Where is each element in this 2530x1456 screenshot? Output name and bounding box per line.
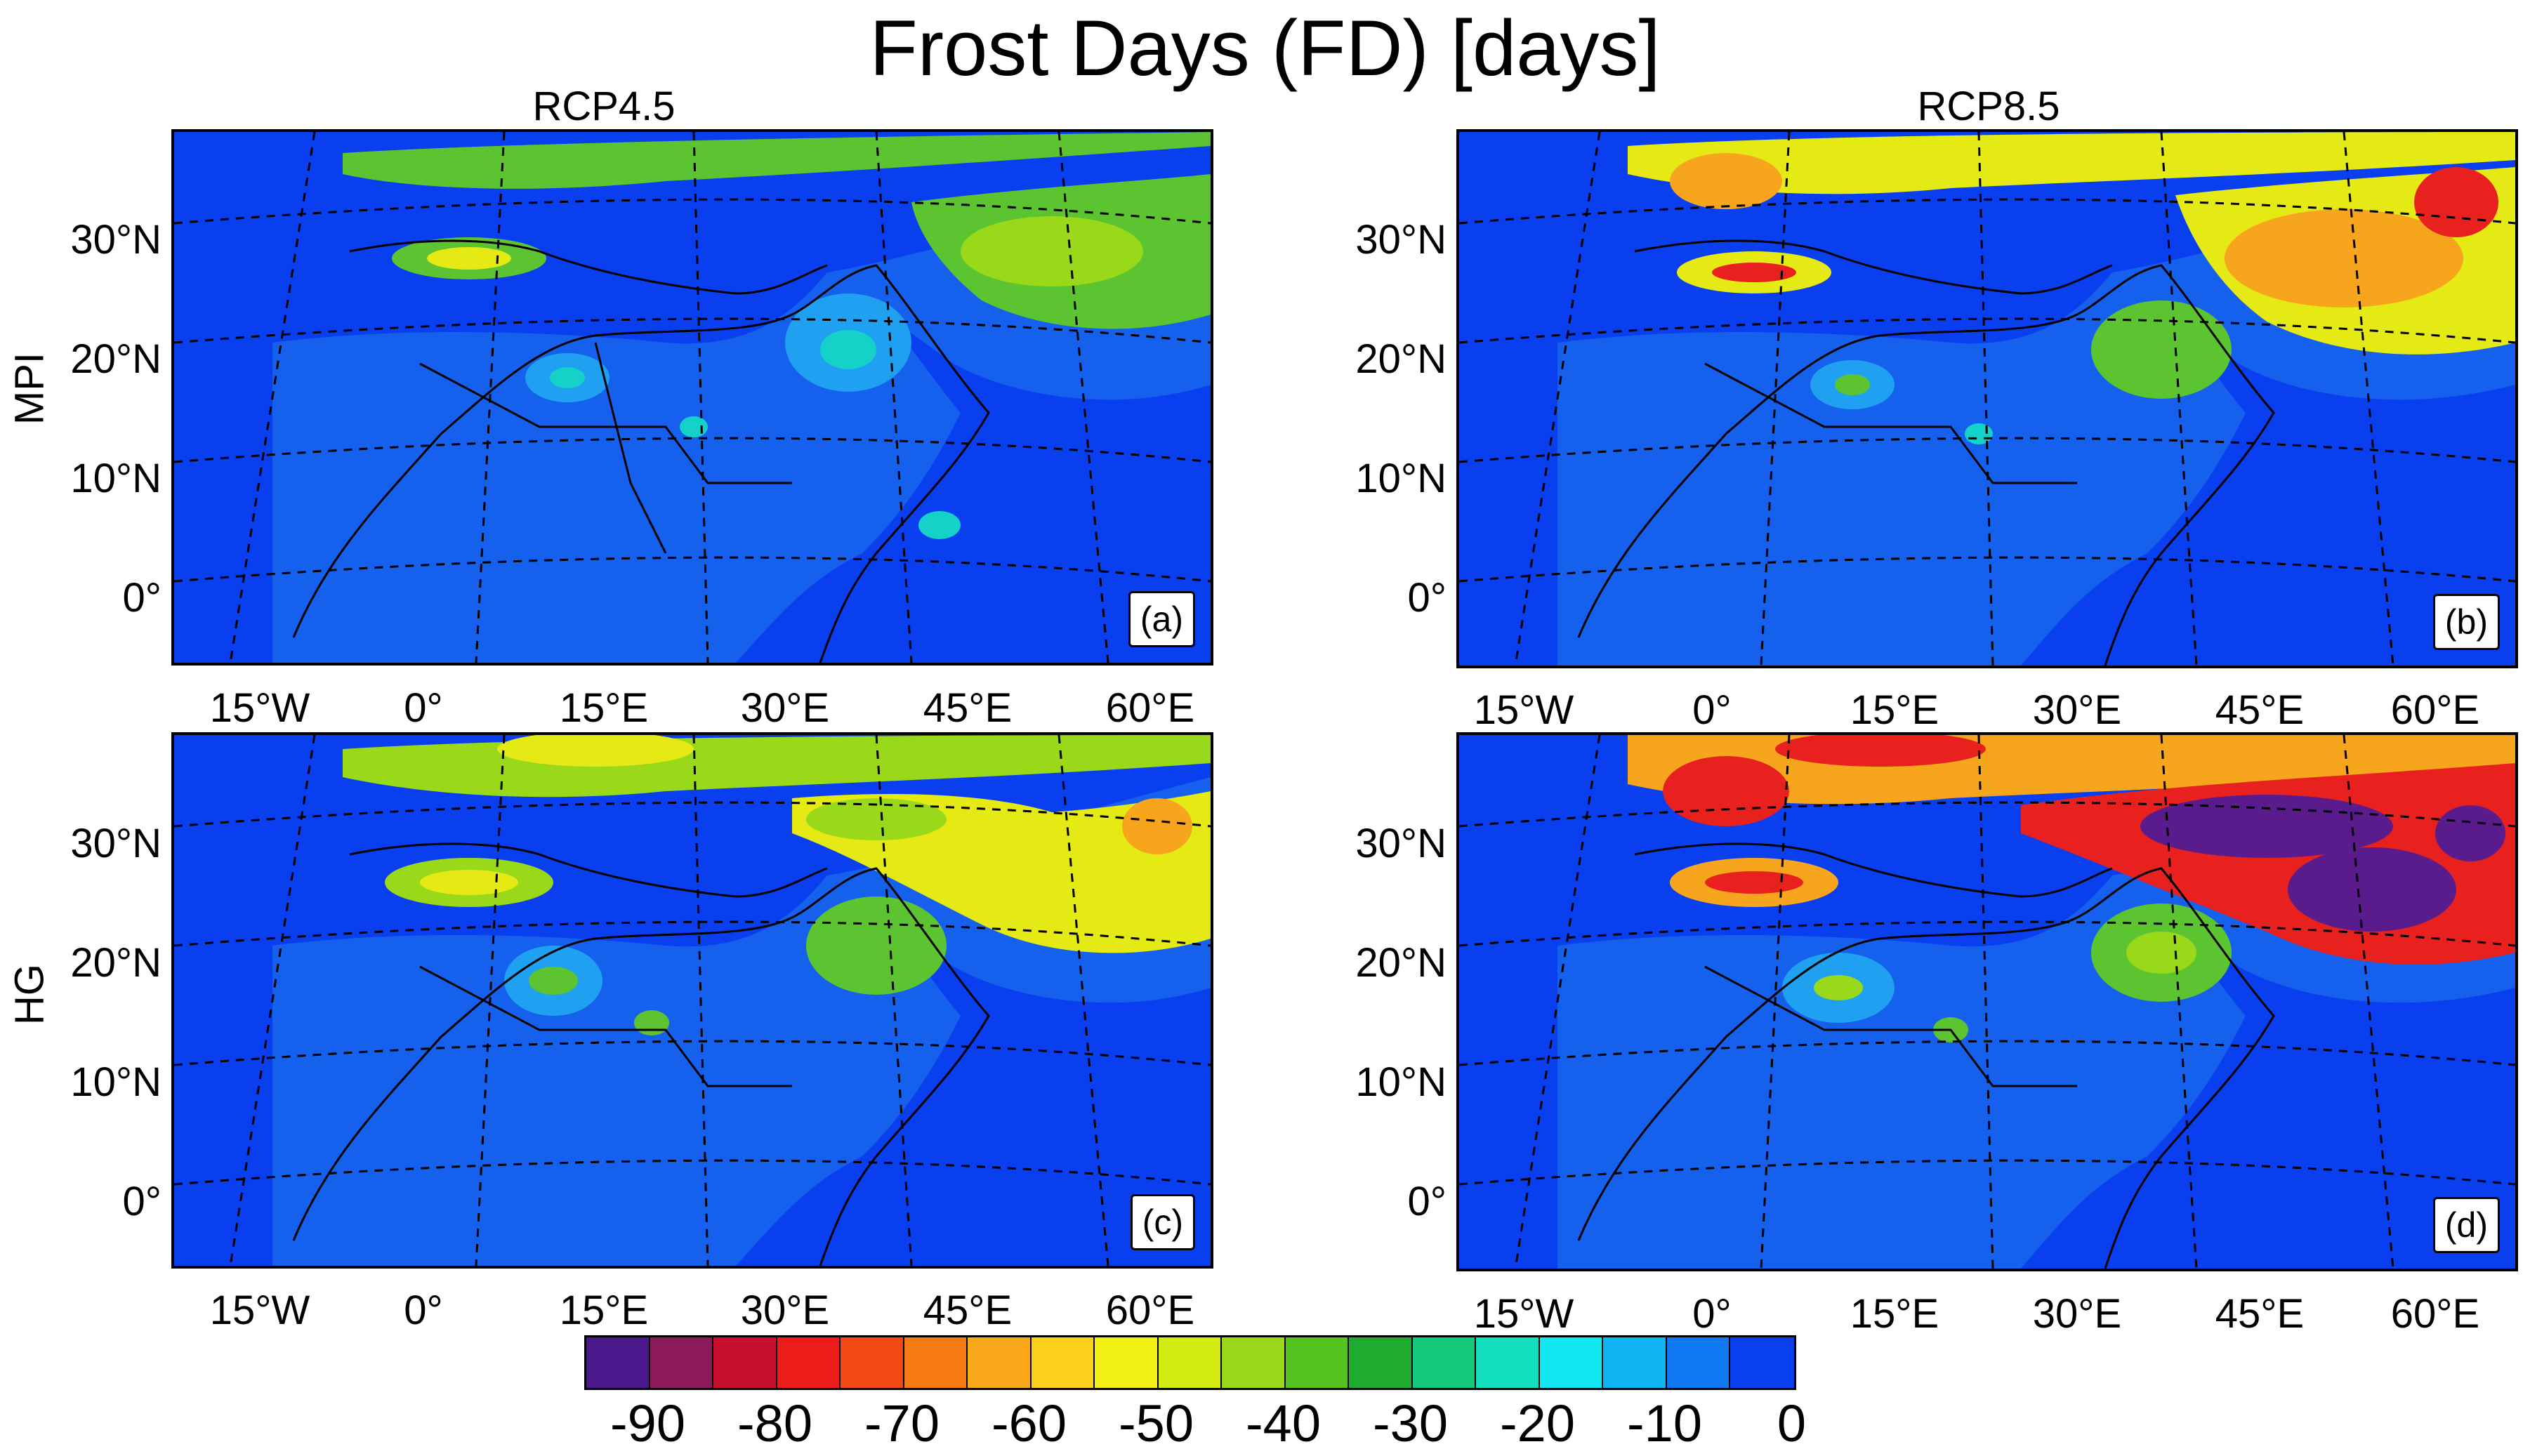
- lon-label-b-15e: 15°E: [1850, 687, 1939, 733]
- map-b-graphic: [1459, 132, 2515, 666]
- colorbar-swatch: [1412, 1337, 1476, 1388]
- colorbar-label: 0: [1777, 1394, 1807, 1452]
- lon-label-d-15w: 15°W: [1473, 1291, 1574, 1337]
- colorbar-label: -40: [1246, 1394, 1321, 1452]
- lat-label-b-10n: 10°N: [1355, 456, 1447, 501]
- colorbar-label: -90: [610, 1394, 685, 1452]
- colorbar-label: -70: [864, 1394, 940, 1452]
- colorbar-swatch: [1222, 1337, 1286, 1388]
- colorbar-swatch: [1285, 1337, 1349, 1388]
- lat-label-d-20n: 20°N: [1355, 940, 1447, 986]
- lat-label-c-0: 0°: [122, 1179, 162, 1224]
- lon-label-b-30e: 30°E: [2032, 687, 2122, 733]
- lon-label-b-60e: 60°E: [2390, 687, 2480, 733]
- colorbar-label: -60: [991, 1394, 1067, 1452]
- lat-label-b-0: 0°: [1407, 575, 1447, 621]
- column-title-rcp45: RCP4.5: [532, 84, 676, 129]
- lon-label-b-0: 0°: [1692, 687, 1732, 733]
- colorbar-label: -80: [737, 1394, 812, 1452]
- colorbar-label: -10: [1627, 1394, 1702, 1452]
- lon-label-a-45e: 45°E: [923, 685, 1013, 731]
- lat-label-b-30n: 30°N: [1355, 217, 1447, 263]
- map-panel-a: (a): [171, 129, 1213, 666]
- lon-label-c-15e: 15°E: [559, 1288, 649, 1333]
- lon-label-b-45e: 45°E: [2215, 687, 2305, 733]
- lon-label-a-15e: 15°E: [559, 685, 649, 731]
- panel-label-a: (a): [1128, 591, 1195, 647]
- lon-label-d-0: 0°: [1692, 1291, 1732, 1337]
- colorbar-swatch: [904, 1337, 968, 1388]
- colorbar-swatch: [968, 1337, 1032, 1388]
- lon-label-c-15w: 15°W: [209, 1288, 310, 1333]
- colorbar-label: -50: [1119, 1394, 1194, 1452]
- panel-label-c: (c): [1130, 1194, 1195, 1250]
- colorbar-swatch: [650, 1337, 713, 1388]
- colorbar-swatch: [1095, 1337, 1159, 1388]
- lat-label-d-0: 0°: [1407, 1179, 1447, 1224]
- lat-label-d-10n: 10°N: [1355, 1059, 1447, 1105]
- map-d-graphic: [1459, 735, 2515, 1269]
- colorbar-swatch: [1666, 1337, 1730, 1388]
- colorbar-swatch: [1158, 1337, 1222, 1388]
- lon-label-a-15w: 15°W: [209, 685, 310, 731]
- lon-label-a-30e: 30°E: [740, 685, 830, 731]
- lon-label-c-30e: 30°E: [740, 1288, 830, 1333]
- colorbar-swatch: [1539, 1337, 1603, 1388]
- colorbar-swatch: [1476, 1337, 1540, 1388]
- lon-label-c-45e: 45°E: [923, 1288, 1013, 1333]
- colorbar-swatch: [1349, 1337, 1413, 1388]
- lat-label-c-30n: 30°N: [70, 821, 162, 866]
- colorbar-swatch: [586, 1337, 650, 1388]
- lat-label-a-10n: 10°N: [70, 456, 162, 501]
- lat-label-c-10n: 10°N: [70, 1059, 162, 1105]
- panel-label-d: (d): [2432, 1197, 2500, 1253]
- lon-label-d-60e: 60°E: [2390, 1291, 2480, 1337]
- panel-label-b: (b): [2432, 594, 2500, 650]
- colorbar-swatch: [713, 1337, 777, 1388]
- lat-label-a-30n: 30°N: [70, 217, 162, 263]
- colorbar-swatch: [841, 1337, 904, 1388]
- lon-label-d-45e: 45°E: [2215, 1291, 2305, 1337]
- map-a-graphic: [174, 132, 1211, 663]
- lon-label-d-15e: 15°E: [1850, 1291, 1939, 1337]
- column-title-rcp85: RCP8.5: [1917, 84, 2060, 129]
- lon-label-a-60e: 60°E: [1105, 685, 1195, 731]
- lon-label-c-0: 0°: [404, 1288, 443, 1333]
- colorbar: [584, 1335, 1796, 1390]
- lon-label-b-15w: 15°W: [1473, 687, 1574, 733]
- lon-label-a-0: 0°: [404, 685, 443, 731]
- lat-label-a-0: 0°: [122, 575, 162, 621]
- lon-label-d-30e: 30°E: [2032, 1291, 2122, 1337]
- lat-label-a-20n: 20°N: [70, 336, 162, 382]
- colorbar-label: -20: [1500, 1394, 1575, 1452]
- map-panel-c: (c): [171, 732, 1213, 1269]
- colorbar-swatch: [777, 1337, 841, 1388]
- lat-label-d-30n: 30°N: [1355, 821, 1447, 866]
- lat-label-b-20n: 20°N: [1355, 336, 1447, 382]
- colorbar-swatch: [1603, 1337, 1667, 1388]
- colorbar-swatch: [1730, 1337, 1794, 1388]
- map-panel-d: (d): [1456, 732, 2518, 1271]
- map-c-graphic: [174, 735, 1211, 1266]
- colorbar-label: -30: [1373, 1394, 1448, 1452]
- figure-title: Frost Days (FD) [days]: [869, 4, 1661, 92]
- lat-label-c-20n: 20°N: [70, 940, 162, 986]
- lon-label-c-60e: 60°E: [1105, 1288, 1195, 1333]
- map-panel-b: (b): [1456, 129, 2518, 668]
- colorbar-swatch: [1031, 1337, 1095, 1388]
